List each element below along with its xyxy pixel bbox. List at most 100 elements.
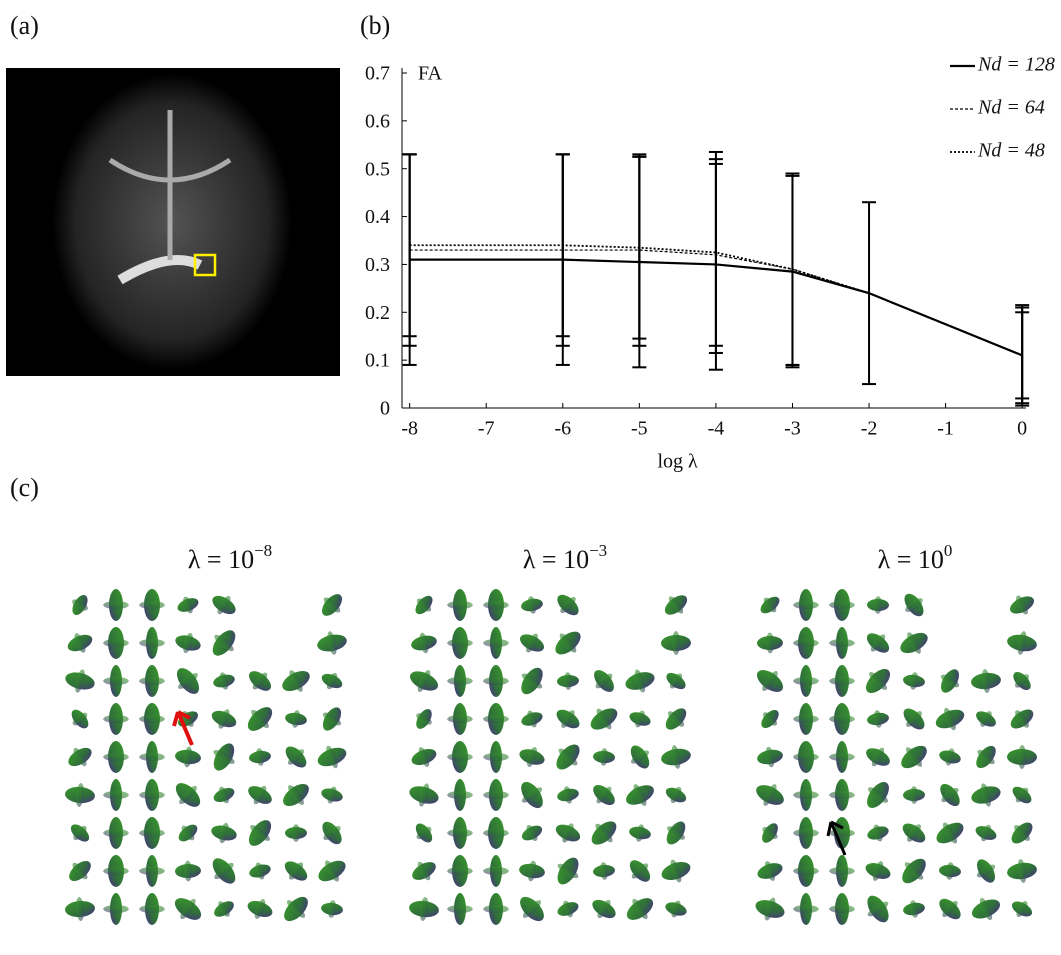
glyph-lobe <box>323 825 341 841</box>
glyph-lobe <box>829 867 855 875</box>
glyph-lobe <box>981 783 991 807</box>
glyph-lobe <box>981 824 991 842</box>
glyph-lobe <box>326 672 338 690</box>
glyph-lobe <box>667 711 685 727</box>
glyph-lobe <box>669 673 683 689</box>
glyph-lobe <box>483 677 509 685</box>
glyph-lobe <box>214 634 234 652</box>
x-axis-label: log λ <box>657 451 698 473</box>
glyph-lobe <box>1014 825 1030 841</box>
glyph-lobe <box>764 861 776 881</box>
glyph-lobe <box>75 783 85 807</box>
glyph-lobe <box>563 900 573 918</box>
glyph-lobe <box>447 905 473 913</box>
glyph-lobe <box>103 867 129 875</box>
glyph-lobe <box>326 745 338 769</box>
glyph-lobe <box>829 639 855 647</box>
glyph-lobe <box>483 639 509 647</box>
glyph-lobe <box>483 601 509 609</box>
glyph-lobe <box>1017 745 1027 769</box>
glyph-lobe <box>668 596 684 614</box>
glyph-lobe <box>909 672 919 690</box>
glyph-lobe <box>483 715 509 723</box>
glyph-lobe <box>871 747 885 767</box>
glyph-lobe <box>829 715 855 723</box>
glyph-lobe <box>762 671 778 691</box>
glyph-lobe <box>765 746 775 768</box>
glyph-lobe <box>976 864 996 878</box>
glyph-lobe <box>139 601 165 609</box>
glyph-lobe <box>763 712 777 726</box>
glyph-lobe <box>909 900 919 918</box>
glyph-lobe <box>977 749 995 765</box>
glyph-lobe <box>671 900 681 918</box>
glyph-lobe <box>868 787 888 803</box>
glyph-panels <box>65 589 1037 925</box>
glyph-lobe <box>447 867 473 875</box>
glyph-lobe <box>907 824 921 842</box>
glyph-lobe <box>869 672 887 690</box>
glyph-lobe <box>1015 787 1029 803</box>
glyph-lobe <box>557 863 579 879</box>
glyph-lobe <box>288 749 304 765</box>
glyph-lobe <box>447 715 473 723</box>
glyph-lobe <box>944 707 956 731</box>
glyph-lobe <box>526 633 538 653</box>
glyph-lobe <box>139 791 165 799</box>
glyph-lobe <box>981 669 991 693</box>
glyph-lobe <box>667 826 685 840</box>
glyph-lobe <box>327 900 337 918</box>
glyph-lobe <box>763 597 777 613</box>
glyph-lobe <box>483 753 509 761</box>
glyph-lobe <box>418 783 430 807</box>
legend-label: Nd = 128 <box>977 54 1055 76</box>
glyph-lobe <box>75 669 85 693</box>
y-tick-label: 0.6 <box>365 110 390 132</box>
glyph-lobe <box>1016 901 1028 917</box>
glyph-lobe <box>1015 674 1029 688</box>
y-tick-label: 0.1 <box>365 350 390 372</box>
glyph-lobe <box>942 900 958 918</box>
x-tick-label: -4 <box>708 418 725 440</box>
glyph-lobe <box>183 596 193 614</box>
glyph-lobe <box>793 753 819 761</box>
panel-label: (c) <box>10 473 39 502</box>
glyph-lobe <box>521 787 543 803</box>
arrow <box>172 710 194 746</box>
title-base: λ = 10 <box>878 545 944 574</box>
glyph-lobe <box>793 677 819 685</box>
glyph-lobe <box>599 748 609 766</box>
glyph-title: λ = 10−3 <box>523 541 607 574</box>
x-tick-label: 0 <box>1017 418 1027 440</box>
series-line <box>409 244 1023 357</box>
glyph-lobe <box>763 784 777 806</box>
glyph-lobe <box>526 825 538 841</box>
glyph-lobe <box>183 746 193 768</box>
glyph-lobe <box>829 677 855 685</box>
glyph-lobe <box>218 786 230 804</box>
title-exponent: 0 <box>944 541 953 560</box>
error-bar <box>555 153 570 338</box>
glyph-lobe <box>72 712 88 726</box>
glyph-lobe <box>254 899 266 919</box>
glyph-lobe <box>559 633 577 653</box>
glyph-lobe <box>292 824 300 842</box>
glyph-lobe <box>522 900 542 918</box>
glyph-lobe <box>288 785 304 805</box>
title-exponent: −3 <box>589 541 607 560</box>
glyph-lobe <box>829 791 855 799</box>
glyph-lobe <box>250 825 270 841</box>
glyph-lobe <box>527 860 537 882</box>
glyph-lobe <box>417 861 431 881</box>
glyph-lobe <box>103 639 129 647</box>
glyph-lobe <box>1017 631 1027 655</box>
y-tick-label: 0 <box>380 398 390 420</box>
glyph-lobe <box>103 791 129 799</box>
glyph-lobe <box>253 785 267 805</box>
glyph-lobe <box>73 825 87 841</box>
glyph-lobe <box>872 861 884 881</box>
glyph-lobe <box>762 827 778 839</box>
glyph-lobe <box>447 677 473 685</box>
error-bar <box>632 155 647 340</box>
glyph-lobe <box>183 632 193 654</box>
